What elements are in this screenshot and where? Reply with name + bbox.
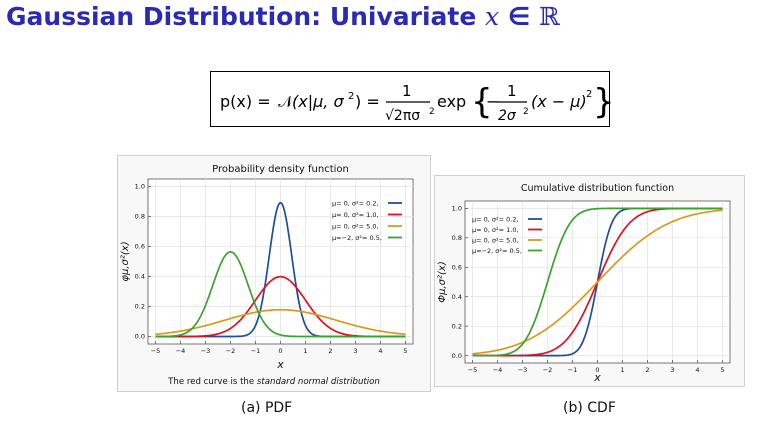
pdf-caption: (a) PDF [241, 400, 293, 416]
fraction-one-den-sq: 2 [429, 107, 435, 117]
cdf-ytick-label-1: 0.2 [452, 322, 462, 330]
cdf-ytick-label-3: 0.6 [452, 263, 462, 271]
slide-title-variable: x [485, 2, 500, 31]
pdf-ytick-label-5: 1.0 [135, 183, 145, 191]
pdf-series-line-2 [155, 308, 406, 336]
pdf-xtick-label-2: −3 [201, 347, 211, 355]
cdf-xtick-label-1: −4 [493, 366, 503, 374]
fraction-two-den-sq: 2 [523, 107, 529, 117]
cdf-y-axis-label: Φμ,σ²(x) [437, 261, 448, 302]
pdf-xtick-label-6: 1 [303, 347, 307, 355]
pdf-xtick-label-3: −2 [226, 347, 236, 355]
pdf-figure: Probability density function −5 −4 −3 −2 −1 0 1… [117, 155, 431, 392]
cdf-caption: (b) CDF [563, 400, 616, 416]
cdf-legend-label-1: μ= 0, σ²= 1.0, [472, 226, 519, 234]
cdf-xtick-label-7: 2 [645, 366, 649, 374]
slide-title-real-set: ℝ [538, 2, 560, 31]
cdf-xtick-label-2: −3 [518, 366, 528, 374]
pdf-ytick-label-2: 0.4 [135, 273, 145, 281]
fraction-two-denominator: 2σ [498, 108, 517, 124]
pdf-chart-title: Probability density function [212, 164, 349, 175]
formula-left-brace: { [471, 82, 493, 122]
pdf-legend-label-0: μ= 0, σ²= 0.2, [332, 199, 379, 207]
cdf-xtick-label-6: 1 [620, 366, 624, 374]
pdf-xtick-label-4: −1 [251, 347, 261, 355]
pdf-xtick-label-5: 0 [278, 347, 282, 355]
cdf-x-axis-label: x [593, 371, 601, 384]
formula-tail-sq: 2 [586, 89, 592, 100]
pdf-series-line-3 [155, 251, 406, 338]
cdf-series-line-2 [472, 209, 723, 355]
formula-box: p(x) = 𝒩 (x|μ, σ 2 ) = 1 √2πσ 2 exp { − … [210, 71, 615, 127]
pdf-chart: Probability density function −5 −4 −3 −2 −1 0 1… [120, 164, 414, 387]
pdf-footer-note: The red curve is the standard normal dis… [167, 377, 380, 387]
formula-lhs: p(x) = [220, 92, 271, 111]
slide-title-element-of: ∈ [499, 2, 539, 31]
formula-exp: exp [437, 92, 466, 111]
cdf-chart: Cumulative distribution function −5 −4 −3 −2… [437, 183, 731, 384]
formula-sigma-sq: 2 [348, 91, 354, 102]
pdf-footer-italic: standard normal distribution [257, 377, 380, 387]
pdf-x-axis-label: x [276, 358, 284, 371]
cdf-legend-label-2: μ= 0, σ²= 5.0, [472, 236, 519, 244]
formula-minus: − [486, 92, 499, 111]
cdf-xtick-label-5: 0 [595, 366, 599, 374]
pdf-footer-prefix: The red curve is the [167, 377, 257, 387]
pdf-xtick-label-1: −4 [176, 347, 186, 355]
formula-right-brace: } [593, 82, 611, 122]
formula-normal-args: (x|μ, σ [292, 92, 344, 111]
pdf-ytick-label-4: 0.8 [135, 213, 145, 221]
cdf-xtick-label-3: −2 [543, 366, 553, 374]
pdf-ytick-label-1: 0.2 [135, 303, 145, 311]
cdf-xtick-label-4: −1 [568, 366, 578, 374]
pdf-xtick-label-9: 4 [378, 347, 382, 355]
cdf-ytick-label-2: 0.4 [452, 293, 462, 301]
slide-title: Gaussian Distribution: Univariate x ∈ ℝ [6, 2, 560, 31]
cdf-xtick-label-9: 4 [695, 366, 699, 374]
cdf-ytick-label-5: 1.0 [452, 205, 462, 213]
formula-tail: (x − μ) [531, 92, 587, 111]
cdf-xtick-label-10: 5 [720, 366, 724, 374]
cdf-xtick-label-8: 3 [670, 366, 674, 374]
pdf-ytick-label-0: 0.0 [135, 333, 145, 341]
cdf-ytick-label-4: 0.8 [452, 234, 462, 242]
pdf-legend-label-1: μ= 0, σ²= 1.0, [332, 211, 379, 219]
cdf-ytick-label-0: 0.0 [452, 352, 462, 360]
pdf-xtick-label-0: −5 [151, 347, 161, 355]
pdf-xtick-label-10: 5 [403, 347, 407, 355]
pdf-ytick-label-3: 0.6 [135, 243, 145, 251]
pdf-legend-label-2: μ= 0, σ²= 5.0, [332, 222, 379, 230]
cdf-legend-label-3: μ=−2, σ²= 0.5, [472, 247, 522, 255]
slide-title-text: Gaussian Distribution: Univariate [6, 2, 486, 31]
cdf-series-line-3 [472, 207, 723, 357]
cdf-legend-label-0: μ= 0, σ²= 0.2, [472, 215, 519, 223]
pdf-legend-label-3: μ=−2, σ²= 0.5, [332, 234, 382, 242]
cdf-xtick-label-0: −5 [468, 366, 478, 374]
pdf-y-axis-label: φμ,σ²(x) [120, 241, 131, 281]
fraction-one-denominator: √2πσ [385, 108, 420, 124]
formula-svg: p(x) = 𝒩 (x|μ, σ 2 ) = 1 √2πσ 2 exp { − … [220, 82, 615, 124]
fraction-two-numerator: 1 [507, 82, 517, 100]
pdf-xtick-label-8: 3 [353, 347, 357, 355]
cdf-chart-title: Cumulative distribution function [521, 183, 674, 194]
fraction-one-numerator: 1 [402, 82, 412, 100]
pdf-xtick-label-7: 2 [328, 347, 332, 355]
formula-equals: ) = [355, 92, 380, 111]
cdf-figure: Cumulative distribution function −5 −4 −3 −2… [434, 175, 745, 387]
formula-normal-symbol: 𝒩 [278, 92, 296, 111]
